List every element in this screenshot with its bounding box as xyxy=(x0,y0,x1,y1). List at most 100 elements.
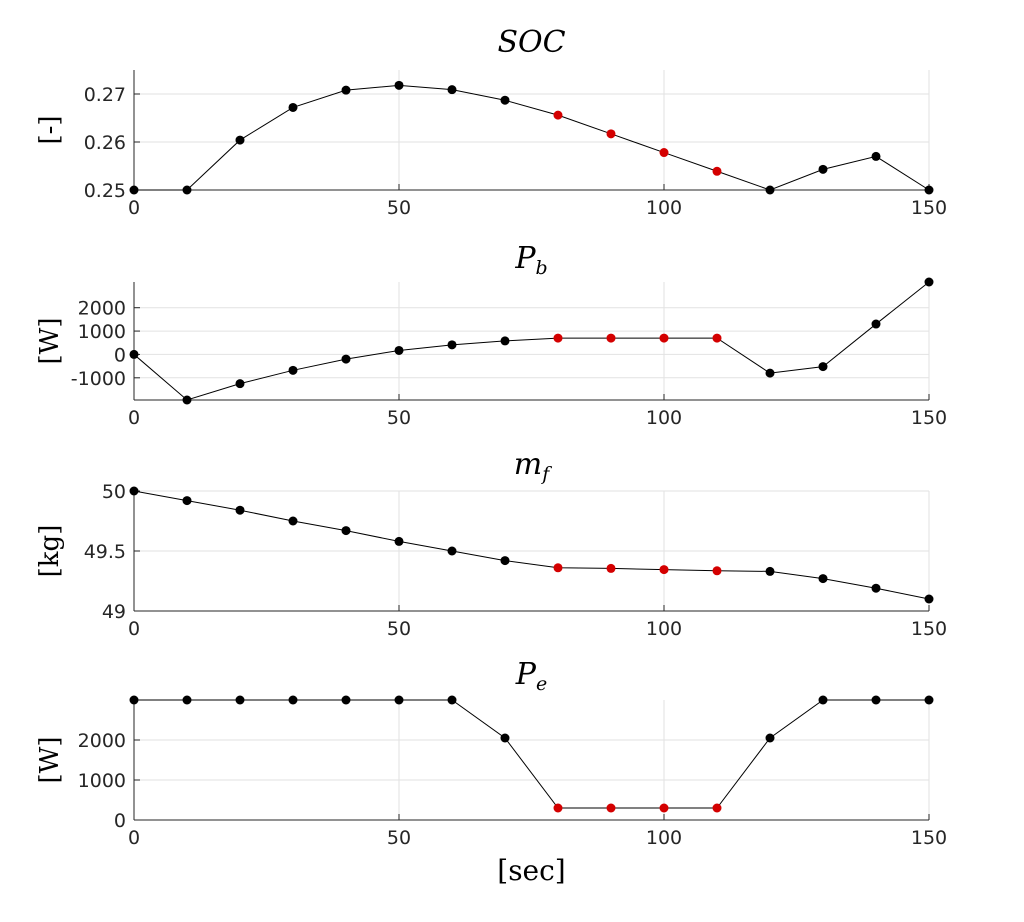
data-point xyxy=(659,565,669,575)
data-point xyxy=(606,129,616,139)
data-point xyxy=(818,695,828,705)
data-point xyxy=(341,354,351,364)
data-point xyxy=(553,333,563,343)
chart-title: SOC xyxy=(497,25,565,60)
data-point xyxy=(394,345,404,355)
data-point xyxy=(500,95,510,105)
chart-panel-3: 0 50 100 150 49 49.5 50 mf [kg] xyxy=(35,447,947,640)
data-point xyxy=(288,102,298,112)
x-axis-label: [sec] xyxy=(497,854,565,887)
data-point xyxy=(659,333,669,343)
x-tick-label: 50 xyxy=(387,197,411,219)
chart-title-subscript: f xyxy=(540,463,552,485)
y-axis-label: [kg] xyxy=(35,525,65,578)
data-point xyxy=(924,185,934,195)
x-tick-label: 100 xyxy=(646,827,682,849)
series-line xyxy=(133,490,930,600)
data-point xyxy=(818,164,828,174)
y-tick-label: 0.26 xyxy=(84,132,126,154)
data-point xyxy=(447,340,457,350)
x-tick-label: 50 xyxy=(387,618,411,640)
y-tick-label: 50 xyxy=(102,481,126,503)
data-point xyxy=(924,277,934,287)
y-axis-label: [W] xyxy=(35,736,65,783)
chart-title-subscript: e xyxy=(536,673,547,695)
chart-title: Pe xyxy=(515,657,547,695)
chart-panel-1: 0 50 100 150 0.25 0.26 0.27 SOC [-] xyxy=(35,25,947,219)
data-point xyxy=(129,695,139,705)
data-point xyxy=(447,546,457,556)
data-point xyxy=(394,80,404,90)
data-point xyxy=(765,185,775,195)
data-point xyxy=(341,526,351,536)
data-point xyxy=(235,505,245,515)
chart-title-subscript: b xyxy=(536,257,548,279)
data-point xyxy=(447,85,457,95)
data-point xyxy=(553,110,563,120)
y-tick-label: 0 xyxy=(114,344,126,366)
data-point xyxy=(182,395,192,405)
data-point xyxy=(129,349,139,359)
data-point xyxy=(606,563,616,573)
x-tick-label: 100 xyxy=(646,618,682,640)
data-point xyxy=(765,566,775,576)
data-point xyxy=(500,733,510,743)
data-point xyxy=(235,379,245,389)
data-point xyxy=(182,695,192,705)
x-tick-label: 150 xyxy=(911,197,947,219)
data-point xyxy=(394,536,404,546)
y-tick-label: 1000 xyxy=(78,770,126,792)
series-line xyxy=(134,699,929,809)
x-tick-label: 50 xyxy=(387,407,411,429)
data-point xyxy=(447,695,457,705)
data-point xyxy=(871,695,881,705)
y-tick-label: -1000 xyxy=(71,368,126,390)
data-point xyxy=(924,594,934,604)
x-tick-label: 0 xyxy=(128,618,140,640)
data-point xyxy=(765,733,775,743)
data-point xyxy=(341,695,351,705)
data-point xyxy=(659,148,669,158)
data-point xyxy=(182,496,192,506)
data-point xyxy=(712,803,722,813)
data-point xyxy=(659,803,669,813)
data-point xyxy=(288,516,298,526)
series-line xyxy=(133,281,930,401)
chart-title: mf xyxy=(514,447,552,485)
x-tick-label: 0 xyxy=(128,197,140,219)
x-tick-label: 150 xyxy=(911,827,947,849)
data-point xyxy=(129,486,139,496)
x-tick-label: 0 xyxy=(128,407,140,429)
data-point xyxy=(871,583,881,593)
data-point xyxy=(871,151,881,161)
data-point xyxy=(765,368,775,378)
data-point xyxy=(500,556,510,566)
y-axis-label: [W] xyxy=(35,317,65,364)
y-tick-label: 2000 xyxy=(78,730,126,752)
y-tick-label: 1000 xyxy=(78,321,126,343)
data-point xyxy=(606,803,616,813)
data-point xyxy=(818,362,828,372)
data-point xyxy=(553,803,563,813)
data-point xyxy=(341,85,351,95)
data-point xyxy=(500,336,510,346)
x-tick-label: 100 xyxy=(646,197,682,219)
x-tick-label: 150 xyxy=(911,618,947,640)
y-tick-label: 0.27 xyxy=(84,84,126,106)
x-tick-label: 150 xyxy=(911,407,947,429)
data-point xyxy=(288,695,298,705)
series-line xyxy=(134,84,930,191)
data-point xyxy=(818,574,828,584)
data-point xyxy=(129,185,139,195)
chart-title: Pb xyxy=(514,241,547,279)
y-tick-label: 2000 xyxy=(78,298,126,320)
data-point xyxy=(235,695,245,705)
y-tick-label: 0 xyxy=(114,810,126,832)
data-point xyxy=(871,319,881,329)
data-point xyxy=(182,185,192,195)
data-point xyxy=(235,135,245,145)
data-point xyxy=(553,563,563,573)
x-tick-label: 50 xyxy=(387,827,411,849)
